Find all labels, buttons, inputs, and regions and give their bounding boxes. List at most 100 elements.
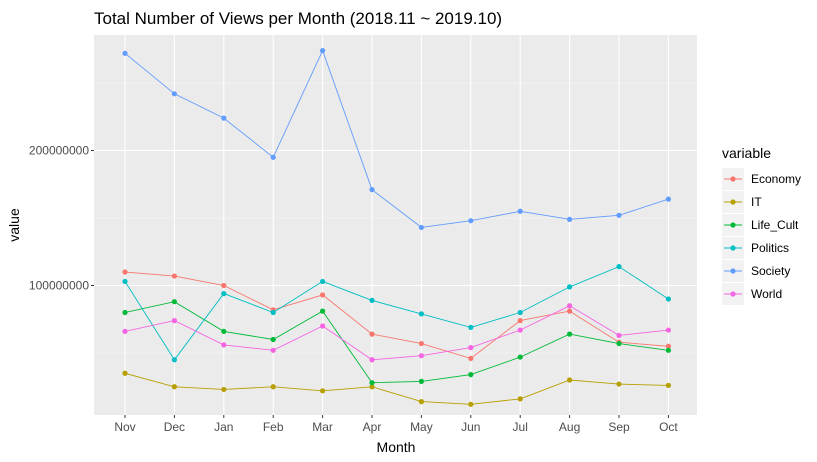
data-point-it <box>567 377 573 383</box>
legend-key-point-it <box>730 199 736 205</box>
legend-key-point-economy <box>730 176 736 182</box>
data-point-it <box>665 382 672 388</box>
data-point-life-cult <box>517 354 523 360</box>
data-point-politics <box>517 309 523 316</box>
legend-label-economy: Economy <box>751 172 801 186</box>
data-point-society <box>468 218 474 224</box>
x-axis: Nov Dec Jan Feb Mar Apr May Jun Jul Aug Sep Oct <box>114 415 678 434</box>
x-tick-label: May <box>410 420 433 434</box>
data-point-it <box>171 384 177 390</box>
data-point-it <box>369 384 375 390</box>
data-point-economy <box>665 343 672 349</box>
data-point-society <box>122 50 128 56</box>
data-point-life-cult <box>320 308 326 314</box>
data-point-life-cult <box>369 380 375 386</box>
data-point-politics <box>270 309 276 316</box>
data-point-world <box>369 357 375 363</box>
x-tick-label: Sep <box>608 420 630 434</box>
x-axis-title: Month <box>377 439 416 455</box>
x-tick-label: Mar <box>312 420 333 434</box>
data-point-politics <box>616 264 622 270</box>
legend-label-life-cult: Life_Cult <box>751 218 799 232</box>
data-point-economy <box>171 273 177 279</box>
series-line-life-cult <box>124 301 669 384</box>
data-point-it <box>468 401 474 407</box>
legend: variable Economy IT Life_Cult Politics Socie… <box>722 145 801 305</box>
data-point-life-cult <box>567 331 573 337</box>
data-point-world <box>616 332 622 339</box>
data-point-life-cult <box>665 347 672 353</box>
data-point-life-cult <box>468 372 474 378</box>
x-tick-label: Jan <box>214 420 233 434</box>
y-axis-title: value <box>6 208 22 242</box>
data-point-society <box>567 216 573 222</box>
legend-label-society: Society <box>751 264 790 278</box>
x-tick-label: Nov <box>114 420 135 434</box>
data-point-world <box>468 345 474 351</box>
data-point-life-cult <box>171 299 177 305</box>
x-tick-label: Oct <box>659 420 678 434</box>
data-point-politics <box>468 324 474 330</box>
data-point-economy <box>517 318 523 324</box>
legend-key-point-society <box>730 268 736 274</box>
major-gridlines <box>94 35 697 415</box>
data-point-economy <box>369 331 375 337</box>
plot-panel <box>94 35 697 415</box>
data-point-politics <box>665 296 672 302</box>
data-point-life-cult <box>221 328 227 334</box>
data-point-it <box>122 370 128 376</box>
y-axis: 100000000 200000000 <box>29 144 94 293</box>
data-point-politics <box>221 291 227 297</box>
data-point-world <box>221 342 227 348</box>
series-line-economy <box>124 271 669 359</box>
data-point-world <box>171 318 177 324</box>
series-line-society <box>124 49 669 228</box>
data-point-politics <box>369 297 375 303</box>
data-point-politics <box>122 278 128 285</box>
legend-label-politics: Politics <box>751 241 789 255</box>
data-point-world <box>665 327 672 333</box>
data-point-life-cult <box>616 340 622 347</box>
data-point-politics <box>567 284 573 290</box>
series-line-it <box>124 372 669 405</box>
data-point-economy <box>567 308 573 314</box>
y-tick-label: 200000000 <box>29 144 89 158</box>
legend-label-world: World <box>751 287 782 301</box>
data-point-world <box>567 303 573 309</box>
data-point-economy <box>320 292 326 298</box>
legend-key-point-life-cult <box>730 222 736 228</box>
chart-title: Total Number of Views per Month (2018.11… <box>94 9 502 28</box>
x-tick-label: Aug <box>559 420 580 434</box>
data-point-it <box>418 399 424 405</box>
data-point-society <box>517 208 523 214</box>
data-point-world <box>517 327 523 333</box>
data-point-it <box>270 384 276 390</box>
data-point-world <box>122 328 128 334</box>
data-point-life-cult <box>418 378 424 384</box>
y-tick-label: 100000000 <box>29 279 89 293</box>
x-tick-label: Jun <box>461 420 480 434</box>
data-point-society <box>418 224 424 231</box>
x-tick-label: Feb <box>263 420 284 434</box>
data-point-society <box>270 154 276 160</box>
data-point-it <box>517 396 523 402</box>
data-point-society <box>369 187 375 193</box>
data-point-economy <box>418 340 424 347</box>
legend-key-point-world <box>730 291 736 297</box>
data-point-it <box>616 381 622 387</box>
data-point-world <box>418 353 424 359</box>
series-line-world <box>124 305 669 361</box>
data-point-it <box>320 388 326 394</box>
minor-gridlines <box>94 82 697 354</box>
data-point-politics <box>320 278 326 285</box>
data-point-society <box>320 48 326 54</box>
x-tick-label: Apr <box>363 420 382 434</box>
data-point-it <box>221 386 227 393</box>
data-point-world <box>270 347 276 353</box>
data-point-economy <box>221 282 227 289</box>
series-layer <box>122 48 672 407</box>
data-point-life-cult <box>122 309 128 316</box>
legend-key-point-politics <box>730 245 736 251</box>
data-point-world <box>320 323 326 329</box>
